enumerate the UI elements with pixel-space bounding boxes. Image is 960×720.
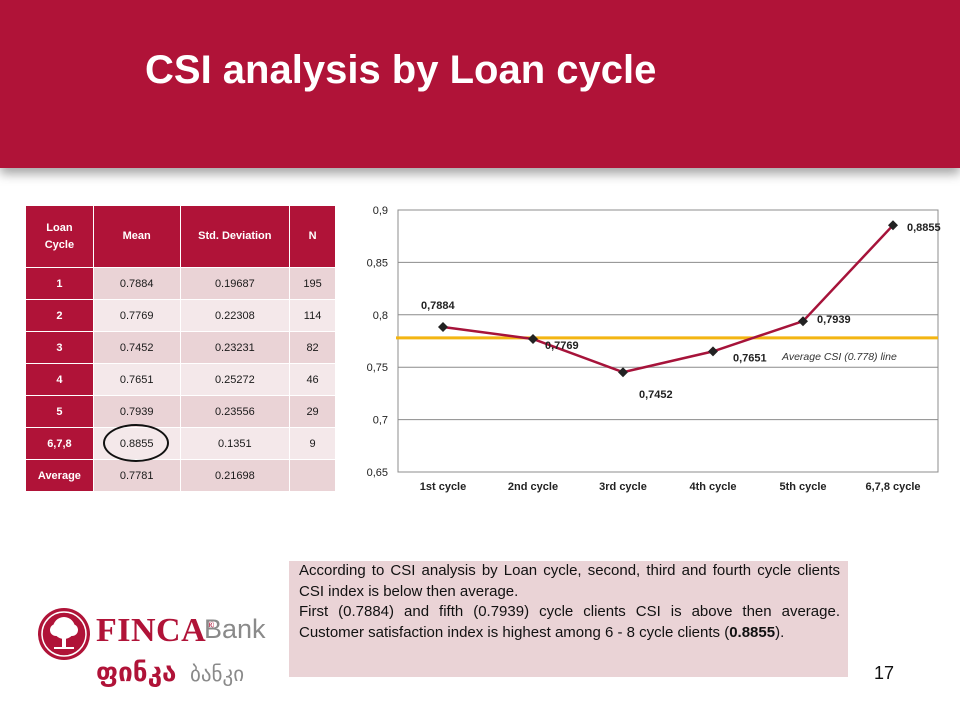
cell-cycle: Average [25,459,94,492]
table-header-row: Loan Cycle Mean Std. Deviation N [25,205,336,268]
page-title: CSI analysis by Loan cycle [145,48,657,92]
data-label: 0,7769 [545,340,579,352]
data-point [798,316,808,327]
tree-emblem-icon [38,608,90,660]
x-tick-label: 1st cycle [420,481,466,493]
cell-n: 46 [289,363,336,396]
table-row: 3 0.7452 0.23231 82 [25,331,336,364]
table-row-average: Average 0.7781 0.21698 [25,459,336,492]
cell-n: 29 [289,395,336,428]
logo-bank-text: Bank [204,614,266,644]
cell-mean: 0.7452 [92,331,181,364]
csi-series-line [442,224,894,374]
header-std-deviation: Std. Deviation [179,205,291,268]
y-tick-label: 0,8 [373,310,388,322]
table-row: 4 0.7651 0.25272 46 [25,363,336,396]
cell-n: 114 [289,299,336,332]
cell-n [289,459,336,492]
plot-area [397,209,939,473]
data-point [438,321,448,332]
table-row: 6,7,8 0.8855 0.1351 9 [25,427,336,460]
data-point [708,346,718,357]
title-banner: CSI analysis by Loan cycle [0,0,960,168]
average-line-label: Average CSI (0.778) line [781,351,897,363]
cell-cycle: 4 [25,363,94,396]
x-tick-label: 5th cycle [779,481,826,493]
data-label: 0,7884 [421,300,456,312]
cell-mean: 0.7781 [92,459,181,492]
cell-cycle: 2 [25,299,94,332]
header-n: N [289,205,336,268]
header-loan-cycle: Loan Cycle [25,205,94,268]
description-paragraph-2: First (0.7884) and fifth (0.7939) cycle … [299,602,840,643]
header-mean: Mean [92,205,181,268]
x-tick-label: 3rd cycle [599,481,647,493]
csi-stats-table: Loan Cycle Mean Std. Deviation N 1 0.788… [25,205,336,492]
csi-line-chart: 0,65 0,7 0,75 0,8 0,85 0,9 1st cycle 2nd cycle 3… [345,192,955,502]
table-row: 1 0.7884 0.19687 195 [25,267,336,300]
data-point [618,367,628,378]
data-label: 0,7939 [817,314,851,326]
header-loan-cycle-label: Loan Cycle [44,221,75,251]
slide-number: 17 [874,663,895,683]
data-point [888,220,898,231]
y-tick-label: 0,9 [373,205,388,217]
table-row: 2 0.7769 0.22308 114 [25,299,336,332]
cell-n: 9 [289,427,336,460]
cell-std: 0.1351 [179,427,291,460]
data-label: 0,8855 [907,222,941,234]
description-box: According to CSI analysis by Loan cycle,… [289,561,848,677]
data-point [528,334,538,345]
table-row: 5 0.7939 0.23556 29 [25,395,336,428]
logo-brand-georgian: ფინკა [96,658,177,688]
cell-cycle: 6,7,8 [25,427,94,460]
cell-std: 0.22308 [179,299,291,332]
x-tick-label: 4th cycle [689,481,736,493]
x-tick-label: 6,7,8 cycle [865,481,920,493]
cell-mean: 0.7939 [92,395,181,428]
cell-std: 0.19687 [179,267,291,300]
cell-mean: 0.7651 [92,363,181,396]
x-tick-label: 2nd cycle [508,481,558,493]
chart-svg: 0,65 0,7 0,75 0,8 0,85 0,9 1st cycle 2nd cycle 3… [367,205,941,493]
description-text: First (0.7884) and fifth (0.7939) cycle … [299,603,840,641]
finca-bank-logo: FINCA® Bank ფინკა ბანკი [38,608,268,698]
data-label: 0,7651 [733,352,767,364]
y-tick-label: 0,65 [367,467,388,479]
description-paragraph-1: According to CSI analysis by Loan cycle,… [299,562,840,600]
data-label: 0,7452 [639,389,673,401]
cell-mean: 0.7769 [92,299,181,332]
cell-cycle: 5 [25,395,94,428]
description-text-end: ). [775,623,785,641]
logo-brand-text: FINCA® [96,612,216,649]
cell-cycle: 3 [25,331,94,364]
y-tick-label: 0,7 [373,415,388,427]
y-tick-label: 0,75 [367,362,388,374]
cell-std: 0.21698 [179,459,291,492]
description-highlight-value: 0.8855 [729,623,776,641]
cell-std: 0.23556 [179,395,291,428]
cell-n: 82 [289,331,336,364]
logo-bank-georgian: ბანკი [190,662,245,686]
y-tick-label: 0,85 [367,257,388,269]
cell-n: 195 [289,267,336,300]
cell-std: 0.23231 [179,331,291,364]
cell-std: 0.25272 [179,363,291,396]
cell-cycle: 1 [25,267,94,300]
cell-mean: 0.7884 [92,267,181,300]
highlight-circle [103,424,169,462]
